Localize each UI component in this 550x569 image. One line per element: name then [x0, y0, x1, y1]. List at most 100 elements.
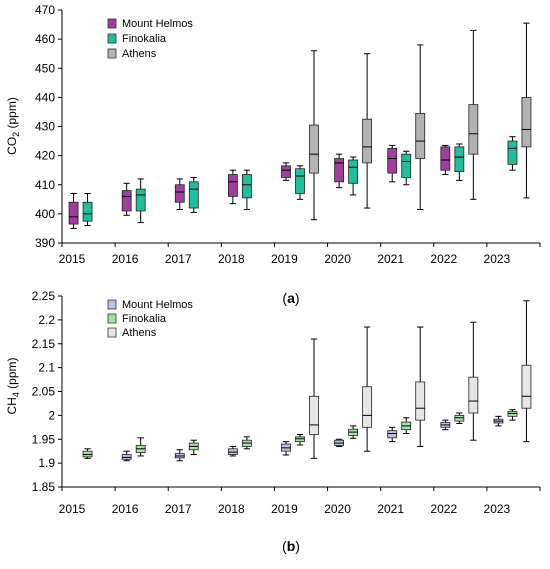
y-tick-label-a: 390	[35, 236, 55, 250]
box-iqr	[387, 147, 398, 174]
box-b-finokalia-2020	[348, 425, 359, 439]
box-iqr	[82, 201, 93, 222]
box-iqr	[454, 146, 465, 173]
box-b-mount-helmos-2023	[493, 415, 504, 427]
x-tick-label-a: 2018	[218, 252, 245, 266]
x-tick-label-a: 2017	[165, 252, 192, 266]
y-tick-label-b: 2.15	[32, 337, 56, 351]
y-tick-label-b: 1.9	[38, 456, 55, 470]
box-a-finokalia-2017	[188, 176, 199, 213]
box-iqr	[309, 124, 319, 174]
x-tick-label-b: 2017	[165, 502, 192, 516]
y-tick-label-a: 410	[35, 178, 55, 192]
box-a-mount-helmos-2021	[387, 144, 398, 183]
box-iqr	[401, 153, 412, 178]
legend-swatch	[107, 327, 117, 338]
box-b-finokalia-2018	[241, 436, 252, 450]
y-tick-label-a: 450	[35, 61, 55, 75]
box-b-finokalia-2021	[401, 417, 412, 435]
legend-label: Finokalia	[122, 33, 167, 45]
y-tick-label-b: 2.2	[38, 313, 55, 327]
x-tick-label-b: 2016	[112, 502, 139, 516]
box-a-mount-helmos-2018	[227, 169, 238, 205]
box-iqr	[68, 201, 79, 225]
legend-label: Mount Helmos	[122, 18, 193, 30]
box-b-athens-2023	[521, 300, 532, 443]
box-iqr	[362, 118, 373, 164]
y-tick-label-a: 420	[35, 149, 55, 163]
y-tick-label-b: 1.85	[32, 480, 56, 494]
box-iqr	[174, 184, 185, 203]
y-tick-label-b: 2.05	[32, 385, 56, 399]
box-iqr	[121, 190, 132, 212]
y-tick-label-a: 470	[35, 3, 55, 17]
box-iqr	[362, 386, 373, 428]
x-tick-label-a: 2023	[484, 252, 511, 266]
box-a-finokalia-2019	[295, 165, 305, 200]
box-iqr	[188, 181, 199, 209]
panel-b: 1.85 1.9 1.95 2 2.05 2.1 2.15 2.2 2.25 2015 2016 20…	[5, 289, 541, 554]
box-a-mount-helmos-2019	[281, 162, 291, 181]
box-iqr	[227, 174, 238, 197]
box-iqr	[415, 381, 426, 421]
box-iqr	[507, 140, 518, 165]
box-b-mount-helmos-2018	[227, 445, 238, 457]
x-tick-label-b: 2019	[271, 502, 298, 516]
legend-swatch	[107, 299, 117, 310]
box-b-athens-2022	[468, 321, 479, 441]
box-iqr	[387, 430, 398, 439]
legend-swatch	[107, 33, 117, 44]
box-b-finokalia-2023	[507, 409, 518, 421]
y-tick-label-a: 400	[35, 207, 55, 221]
x-tick-label-a: 2019	[271, 252, 298, 266]
panel-label-b: (b)	[282, 538, 300, 554]
box-iqr	[309, 395, 319, 435]
y-tick-label-b: 2.25	[32, 289, 56, 303]
box-a-athens-2021	[415, 44, 426, 211]
box-a-mount-helmos-2017	[174, 178, 185, 211]
box-b-finokalia-2017	[188, 439, 199, 456]
box-a-finokalia-2021	[401, 150, 412, 186]
box-iqr	[521, 364, 532, 409]
x-tick-label-b: 2023	[484, 502, 511, 516]
legend-a: Mount Helmos Finokalia Athens	[107, 18, 193, 60]
x-tick-label-a: 2016	[112, 252, 139, 266]
x-tick-label-b: 2015	[59, 502, 86, 516]
legend-label: Athens	[122, 48, 157, 60]
box-b-mount-helmos-2022	[440, 419, 451, 431]
box-a-finokalia-2022	[454, 143, 465, 181]
box-a-mount-helmos-2020	[334, 153, 345, 189]
box-a-finokalia-2016	[135, 178, 146, 224]
box-a-mount-helmos-2016	[121, 182, 132, 216]
x-tick-label-b: 2018	[218, 502, 245, 516]
box-a-mount-helmos-2022	[440, 144, 451, 176]
x-tick-label-b: 2021	[377, 502, 404, 516]
legend-b: Mount Helmos Finokalia Athens	[107, 299, 193, 339]
box-b-finokalia-2019	[295, 433, 305, 446]
x-tick-label-a: 2021	[377, 252, 404, 266]
box-b-mount-helmos-2019	[281, 441, 291, 456]
box-b-athens-2020	[362, 326, 373, 452]
box-b-athens-2021	[415, 326, 426, 447]
y-tick-label-b: 2	[48, 408, 55, 422]
box-a-finokalia-2020	[348, 156, 359, 196]
box-a-athens-2023	[521, 22, 532, 199]
box-b-mount-helmos-2020	[334, 438, 345, 447]
box-iqr	[281, 165, 291, 178]
box-iqr	[135, 188, 146, 212]
box-a-finokalia-2015	[82, 192, 93, 227]
x-tick-label-a: 2015	[59, 252, 86, 266]
box-iqr	[468, 376, 479, 414]
y-axis-label-b: CH4 (ppm)	[5, 357, 21, 414]
box-b-finokalia-2016	[135, 437, 146, 457]
box-b-mount-helmos-2016	[121, 450, 132, 462]
box-b-athens-2019	[309, 338, 319, 459]
box-iqr	[334, 158, 345, 183]
box-b-mount-helmos-2017	[174, 449, 185, 462]
box-a-athens-2019	[309, 50, 319, 221]
box-iqr	[241, 174, 252, 199]
y-tick-label-a: 440	[35, 90, 55, 104]
x-tick-label-b: 2022	[430, 502, 457, 516]
